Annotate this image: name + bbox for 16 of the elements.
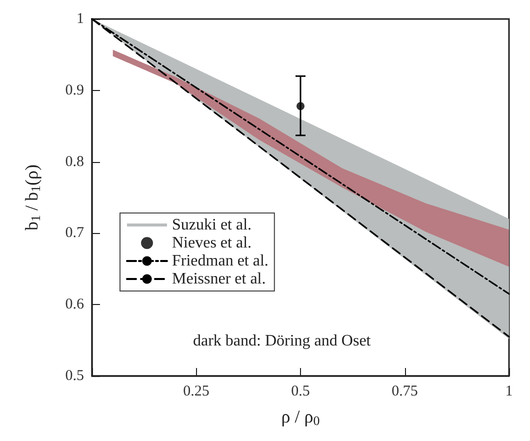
x-tick-label: 1 — [505, 384, 513, 400]
y-axis-title: b1 / b1(ρ) — [22, 164, 43, 230]
x-tick-label: 0.25 — [183, 384, 210, 400]
y-tick-label: 0.8 — [65, 154, 84, 170]
y-tick-label: 0.6 — [65, 296, 84, 313]
legend-label: Meissner et al. — [172, 270, 266, 288]
legend-label: Friedman et al. — [172, 252, 268, 270]
y-tick-label: 0.5 — [65, 368, 84, 384]
annotation: dark band: Döring and Oset — [193, 332, 372, 350]
legend-label: Suzuki et al. — [172, 216, 252, 234]
x-tick-label: 0.5 — [291, 384, 310, 400]
y-tick-label: 1 — [76, 11, 84, 27]
y-tick-label: 0.7 — [65, 225, 84, 242]
x-tick-label: 0.75 — [392, 384, 418, 400]
legend-label: Nieves et al. — [172, 234, 252, 252]
y-tick-label: 0.9 — [65, 82, 84, 98]
